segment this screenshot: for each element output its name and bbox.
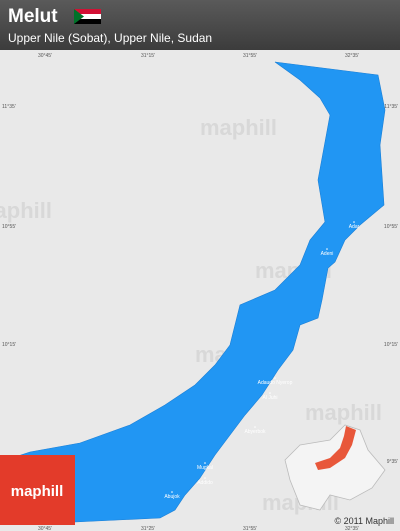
place-label: Adeni: [321, 251, 334, 257]
lon-label-bottom: 32°35': [345, 526, 359, 531]
logo-box: [0, 455, 75, 525]
place-label: Addido: [197, 480, 213, 486]
place-dot: [254, 426, 256, 428]
lat-label: 11°35': [384, 104, 398, 110]
flag: [74, 9, 101, 24]
lat-label: 10°15': [384, 342, 398, 348]
watermark: maphill: [305, 400, 382, 425]
place-dot: [274, 377, 276, 379]
lon-label-bottom: 30°45': [38, 526, 52, 531]
lon-label-bottom: 31°25': [141, 526, 155, 531]
watermark: maphill: [200, 115, 277, 140]
lon-label-top: 30°45': [38, 53, 52, 59]
place-dot: [326, 248, 328, 250]
place-dot: [269, 392, 271, 394]
header-bar: [0, 0, 400, 50]
lat-label: 10°55': [384, 224, 398, 230]
lat-label: 10°55': [2, 224, 16, 230]
place-label: Abyerbok: [244, 429, 266, 435]
place-label: Mugkal: [197, 465, 213, 471]
lon-label-top: 31°55': [243, 53, 257, 59]
inset-highlight: [315, 426, 356, 470]
place-dot: [171, 491, 173, 493]
place-label: Adaudo Nyerop: [258, 380, 293, 386]
place-label: Abujok: [164, 494, 180, 500]
copyright: © 2011 Maphill: [335, 516, 395, 526]
lat-label: 11°35': [2, 104, 16, 110]
place-label: Al Juhi: [262, 395, 277, 401]
coordinate-labels: 11°35' 11°35' 10°55' 10°55' 10°15' 10°15' 9°35…: [2, 53, 398, 531]
subtitle: Upper Nile (Sobat), Upper Nile, Sudan: [8, 31, 212, 45]
place-dot: [204, 477, 206, 479]
inset-country: [284, 424, 386, 511]
watermark: maphill: [0, 198, 52, 223]
lon-label-top: 32°35': [345, 53, 359, 59]
place-dot: [204, 462, 206, 464]
lon-label-top: 31°15': [141, 53, 155, 59]
lon-label-bottom: 31°55': [243, 526, 257, 531]
lat-label: 9°35': [387, 459, 398, 465]
locator-inset: [284, 424, 386, 511]
place-label: Adar: [349, 224, 360, 230]
lat-label: 10°15': [2, 342, 16, 348]
place-labels: Adar Adeni Adaudo Nyerop Al Juhi Abyerbok Mug…: [164, 221, 360, 500]
place-dot: [353, 221, 355, 223]
title: Melut: [8, 6, 58, 27]
logo: maphill: [11, 483, 64, 500]
